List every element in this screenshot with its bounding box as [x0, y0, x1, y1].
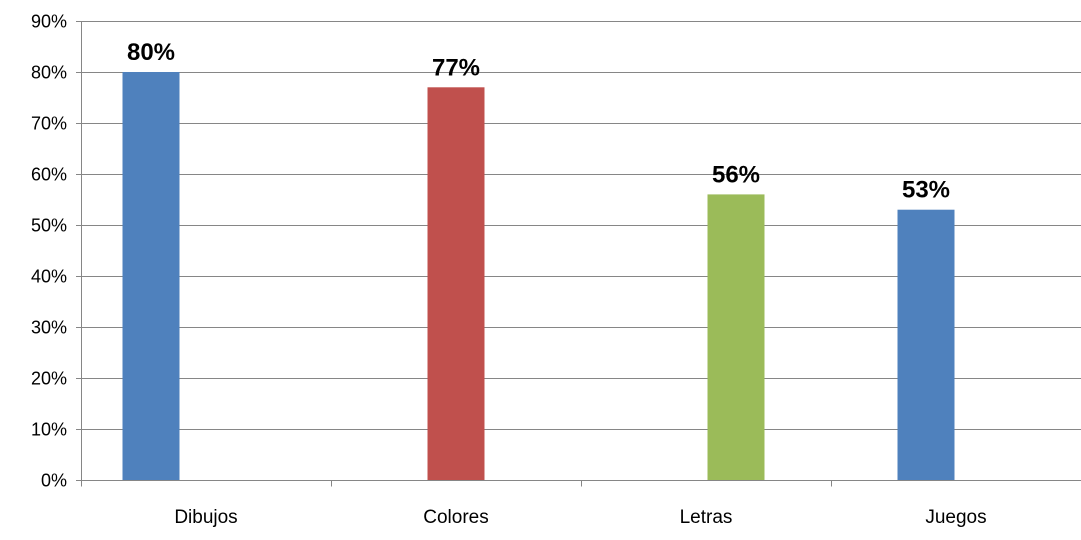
y-tick-label: 90% — [31, 12, 67, 32]
y-tick-label: 40% — [31, 267, 67, 287]
y-tick-label: 0% — [41, 471, 67, 491]
bar-dibujos — [122, 72, 180, 480]
y-tick-label: 10% — [31, 420, 67, 440]
axes — [76, 21, 1081, 487]
y-tick-label: 20% — [31, 369, 67, 389]
y-tick-label: 60% — [31, 165, 67, 185]
data-label-colores: 77% — [432, 54, 480, 81]
data-label-dibujos: 80% — [127, 39, 175, 66]
data-label-letras: 56% — [712, 161, 760, 188]
y-tick-label: 30% — [31, 318, 67, 338]
y-tick-label: 70% — [31, 114, 67, 134]
bars — [122, 72, 955, 481]
bar-juegos — [897, 209, 955, 480]
x-tick-label-juegos: Juegos — [925, 507, 986, 528]
bar-letras — [707, 194, 765, 480]
x-tick-label-letras: Letras — [680, 507, 733, 528]
data-label-juegos: 53% — [902, 177, 950, 204]
x-tick-label-dibujos: Dibujos — [174, 507, 237, 528]
y-tick-label: 50% — [31, 216, 67, 236]
labels: 0% 10% 20% 30% 40% 50% 60% 70% 80% 90% 80% Dibujos 7… — [31, 12, 987, 529]
x-tick-label-colores: Colores — [423, 507, 488, 528]
bar-colores — [427, 87, 485, 481]
gridlines — [81, 21, 1081, 430]
y-tick-label: 80% — [31, 63, 67, 83]
